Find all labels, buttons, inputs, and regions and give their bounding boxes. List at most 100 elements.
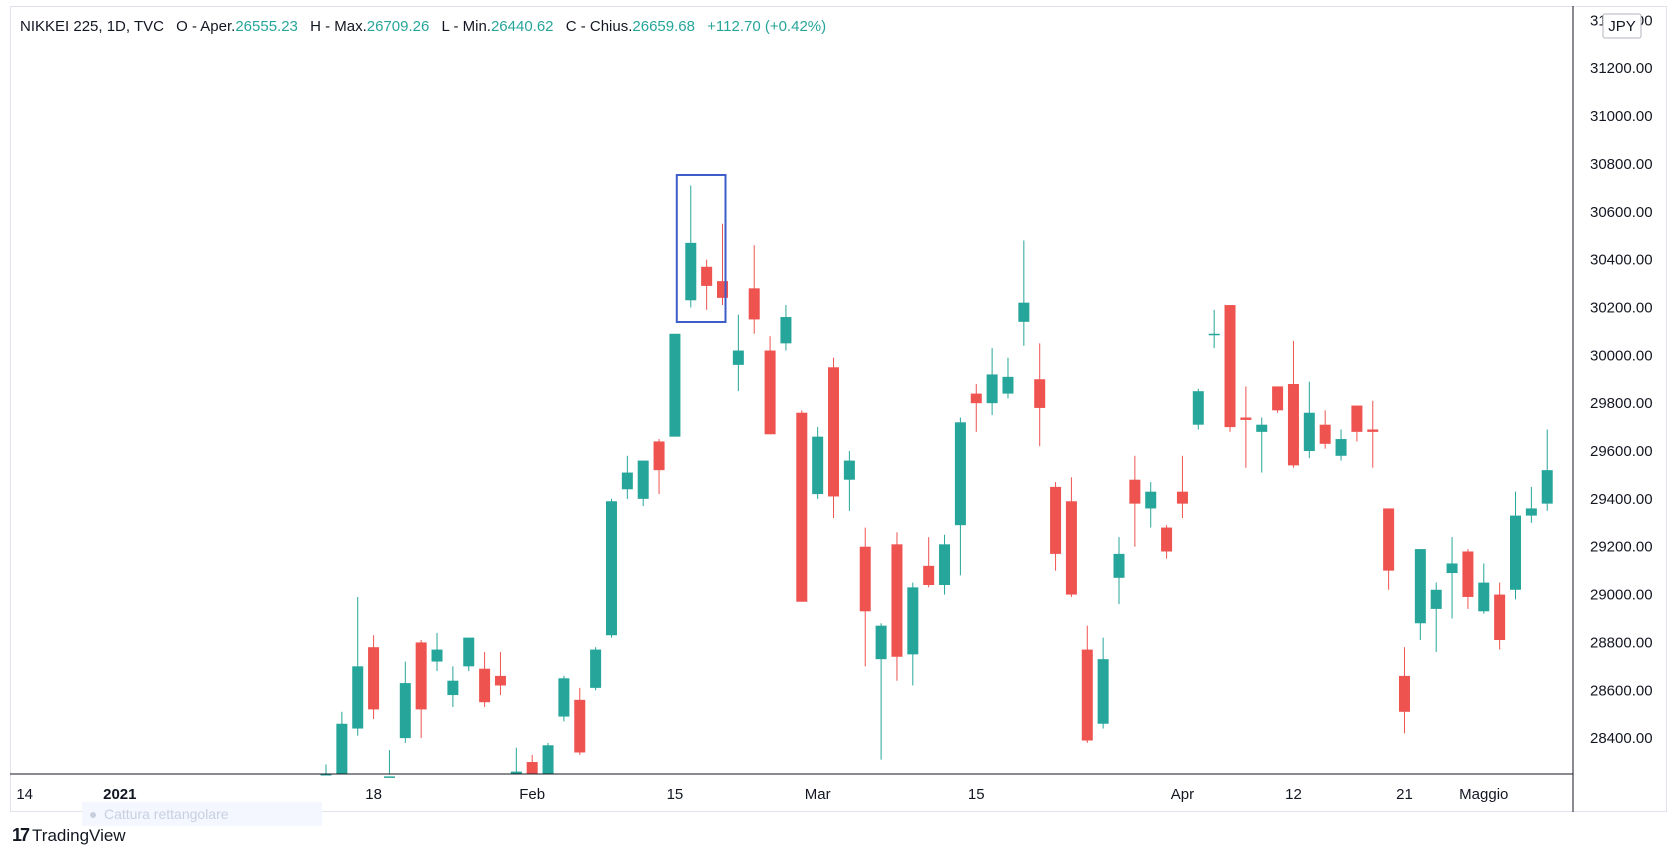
candle-body — [1351, 405, 1363, 432]
candle-3 — [368, 635, 380, 719]
candle-6 — [415, 640, 427, 739]
candle-body — [590, 649, 602, 688]
candle-body — [1002, 376, 1014, 394]
candle-body — [939, 544, 951, 585]
candle-40 — [954, 417, 966, 576]
candle-body — [986, 374, 998, 404]
candle-42 — [986, 348, 998, 416]
candle-body — [1398, 675, 1410, 712]
candle-28 — [764, 336, 776, 435]
candle-71 — [1446, 537, 1458, 619]
candle-0 — [320, 764, 332, 776]
legend-close-value: 26659.68 — [632, 18, 695, 35]
candle-body — [1383, 508, 1395, 571]
candle-56 — [1208, 309, 1220, 349]
candle-77 — [1541, 429, 1553, 511]
legend-high-label: H - Max. — [310, 18, 367, 35]
candle-body — [399, 683, 411, 739]
candle-body — [1176, 491, 1188, 504]
candle-23 — [685, 185, 697, 308]
time-tick-label: 2021 — [103, 786, 136, 803]
candle-37 — [907, 582, 919, 686]
candle-13 — [526, 754, 538, 774]
candle-body — [669, 333, 681, 437]
time-tick-label: Mar — [805, 786, 831, 803]
candle-body — [1050, 486, 1062, 554]
candle-body — [780, 317, 792, 344]
candle-body — [954, 422, 966, 526]
candle-60 — [1272, 386, 1284, 413]
candle-body — [1065, 501, 1077, 595]
candle-body — [494, 675, 506, 686]
legend-close-label: C - Chius. — [566, 18, 633, 35]
time-tick-label: 14 — [16, 786, 33, 803]
candle-body — [1287, 384, 1299, 466]
candle-75 — [1510, 491, 1521, 600]
candle-73 — [1478, 563, 1490, 614]
candle-body — [510, 771, 522, 774]
candle-body — [352, 666, 364, 729]
price-tick-label: 30400.00 — [1590, 252, 1653, 269]
candle-19 — [621, 455, 633, 499]
rectangular-capture-label: Cattura rettangolare — [82, 802, 322, 826]
candle-body — [859, 546, 871, 612]
time-axis[interactable]: 14 2021 18 Feb 15 Mar 15 Apr 12 21 Maggio — [16, 786, 1508, 803]
candle-body — [558, 678, 570, 717]
price-axis[interactable]: 28400.00 28600.00 28800.00 29000.00 29200.00… — [1590, 12, 1653, 747]
candle-body — [701, 266, 713, 286]
candle-64 — [1335, 429, 1347, 461]
candle-22 — [669, 333, 681, 437]
time-tick-label: 15 — [968, 786, 985, 803]
currency-badge[interactable]: JPY — [1602, 13, 1642, 39]
candle-18 — [605, 498, 617, 638]
candle-4 — [383, 750, 395, 778]
candle-body — [1224, 305, 1236, 428]
legend-change: +112.70 (+0.42%) — [707, 18, 826, 35]
candle-24 — [701, 259, 713, 310]
candle-46 — [1050, 482, 1062, 571]
candle-55 — [1192, 388, 1204, 430]
candle-body — [1303, 412, 1315, 452]
candle-body — [1034, 379, 1046, 408]
candle-body — [828, 367, 840, 497]
time-tick-label: 18 — [365, 786, 382, 803]
price-tick-label: 28600.00 — [1590, 682, 1653, 699]
rectangular-capture-text: Cattura rettangolare — [104, 806, 229, 822]
candle-34 — [859, 527, 871, 667]
candle-body — [970, 393, 982, 404]
candle-30 — [796, 410, 808, 602]
candle-8 — [447, 666, 459, 708]
candle-body — [1367, 429, 1379, 432]
candle-body — [1478, 582, 1490, 612]
tradingview-brand-name: TradingView — [32, 825, 126, 845]
candle-68 — [1398, 647, 1410, 734]
candle-58 — [1240, 386, 1252, 468]
candle-27 — [748, 245, 760, 334]
candle-12 — [510, 747, 522, 774]
candles-layer — [320, 185, 1553, 778]
candle-body — [717, 281, 728, 298]
candle-66 — [1367, 400, 1379, 468]
candle-body — [1145, 491, 1157, 509]
candle-14 — [542, 742, 554, 774]
candle-63 — [1319, 410, 1331, 449]
candle-body — [653, 441, 665, 471]
legend-open-label: O - Aper. — [176, 18, 235, 35]
candle-body — [1525, 508, 1537, 516]
candle-body — [891, 544, 903, 657]
price-tick-label: 29800.00 — [1590, 395, 1653, 412]
legend-symbol: NIKKEI 225, 1D, TVC — [20, 18, 164, 35]
candle-body — [685, 242, 697, 301]
candle-body — [383, 776, 395, 778]
time-tick-label: 12 — [1285, 786, 1302, 803]
candle-41 — [970, 384, 982, 432]
candle-25 — [717, 223, 728, 306]
candle-body — [1208, 333, 1220, 336]
candle-body — [1462, 551, 1474, 597]
chart-frame — [10, 6, 1667, 812]
candle-38 — [923, 537, 935, 588]
candle-69 — [1414, 549, 1426, 641]
candle-72 — [1462, 549, 1474, 609]
tradingview-brand[interactable]: 17 TradingView — [12, 825, 126, 846]
